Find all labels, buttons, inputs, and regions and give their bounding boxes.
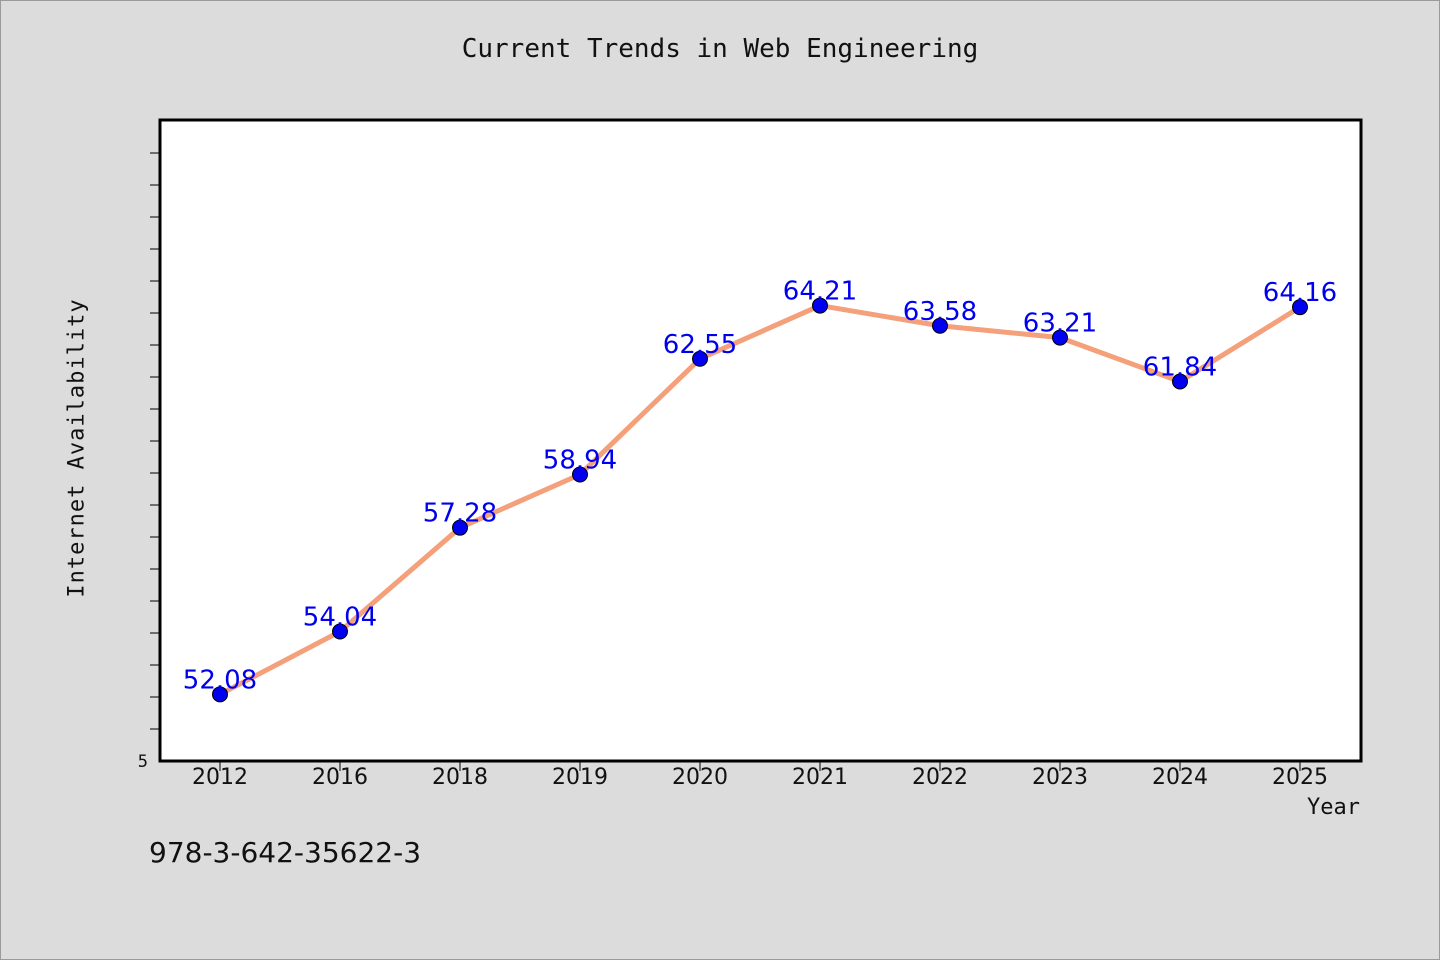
data-point <box>1292 299 1308 316</box>
data-label: 54.04 <box>303 603 377 633</box>
data-label: 61.84 <box>1143 353 1217 383</box>
data-label: 62.55 <box>663 330 737 360</box>
plot-area <box>158 118 1363 763</box>
x-tick-label: 2023 <box>1032 765 1088 790</box>
x-tick-label: 2020 <box>672 765 728 790</box>
data-point <box>452 519 468 536</box>
x-tick-label: 2012 <box>192 765 248 790</box>
x-tick-label: 2024 <box>1152 765 1208 790</box>
data-label: 63.21 <box>1023 309 1097 339</box>
data-label: 52.08 <box>183 665 257 695</box>
data-point <box>1052 329 1068 346</box>
series-line <box>217 303 1303 697</box>
x-tick-label: 2022 <box>912 765 968 790</box>
x-tick-label: 2019 <box>552 765 608 790</box>
x-tick-label: 2025 <box>1272 765 1328 790</box>
chart-title: Current Trends in Web Engineering <box>461 34 979 64</box>
y-tick-label: 5 <box>138 752 148 772</box>
data-label: 64.16 <box>1263 278 1337 308</box>
isbn-text: 978-3-642-35622-3 <box>149 836 422 869</box>
data-label: 64.21 <box>783 277 857 307</box>
data-label: 58.94 <box>543 445 617 475</box>
data-point <box>692 350 708 367</box>
x-tick-label: 2021 <box>792 765 848 790</box>
x-tick-label: 2018 <box>432 765 488 790</box>
data-point <box>572 466 588 483</box>
data-point <box>1172 373 1188 390</box>
data-point <box>932 317 948 334</box>
data-point <box>212 686 228 703</box>
data-point <box>812 297 828 314</box>
data-point <box>332 623 348 640</box>
data-label: 57.28 <box>423 499 497 529</box>
x-axis-label: Year <box>1307 795 1360 820</box>
x-tick-label: 2016 <box>312 765 368 790</box>
data-label: 63.58 <box>903 297 977 327</box>
